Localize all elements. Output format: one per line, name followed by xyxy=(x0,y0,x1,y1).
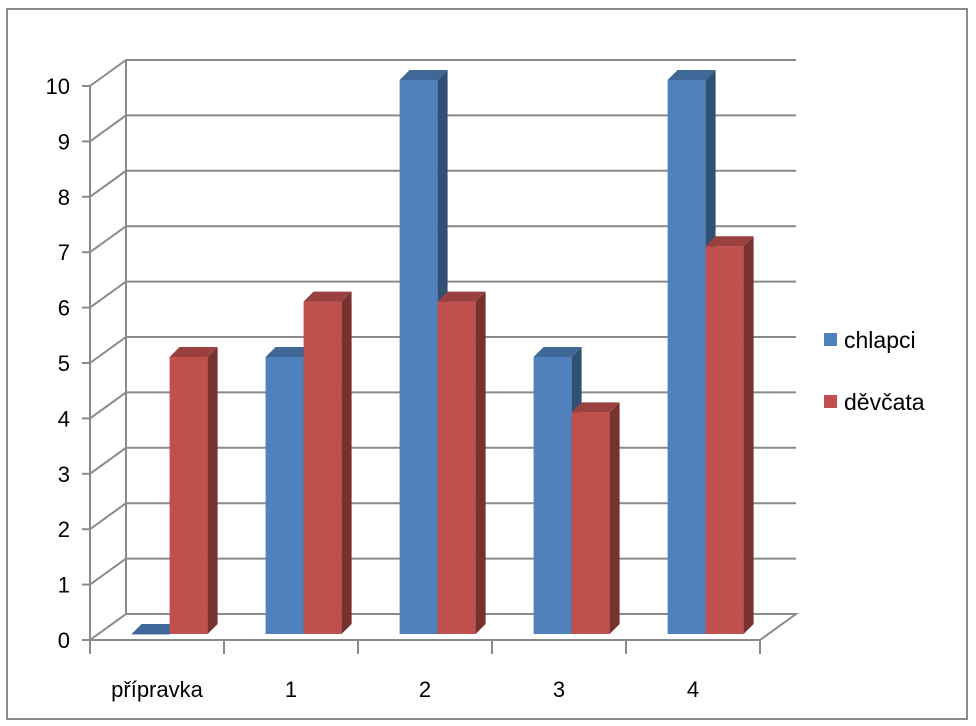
bar-top xyxy=(705,236,754,247)
gridline-8 xyxy=(89,169,796,198)
bar-chlapci-přípravka xyxy=(131,624,180,635)
y-tick-label: 4 xyxy=(58,406,70,431)
bar-front xyxy=(303,301,342,634)
bar-děvčata-3 xyxy=(571,402,620,634)
bar-děvčata-přípravka xyxy=(169,347,218,634)
bar-top xyxy=(399,70,448,80)
y-tick-label: 1 xyxy=(58,573,70,598)
y-tick-label: 5 xyxy=(58,351,70,376)
bar-side xyxy=(475,291,486,634)
bar-front xyxy=(533,357,572,634)
bar-side xyxy=(207,347,218,634)
y-tick-label: 2 xyxy=(58,517,70,542)
bar-front xyxy=(265,357,304,634)
gridline-7 xyxy=(89,225,796,254)
x-tick-label: 4 xyxy=(687,677,699,702)
legend: chlapci děvčata xyxy=(824,327,925,415)
legend-item-děvčata: děvčata xyxy=(824,389,925,415)
bar-top xyxy=(571,402,620,413)
bar-side xyxy=(609,402,620,634)
gridline-9 xyxy=(89,114,796,143)
bar-top xyxy=(533,347,582,357)
legend-label: děvčata xyxy=(844,389,925,415)
x-tick-label: přípravka xyxy=(111,677,203,702)
bar-top xyxy=(303,291,352,302)
legend-swatch xyxy=(824,395,837,408)
y-tick-label: 8 xyxy=(58,185,70,210)
bar-top xyxy=(131,624,180,634)
y-axis: 0 1 2 3 4 5 6 7 8 9 10 xyxy=(46,74,90,653)
bar-front xyxy=(667,80,706,634)
legend-item-chlapci: chlapci xyxy=(824,327,916,353)
legend-label: chlapci xyxy=(844,327,916,353)
gridline-5 xyxy=(89,336,796,364)
bar-děvčata-4 xyxy=(705,236,754,634)
x-tick-label: 3 xyxy=(553,677,565,702)
gridline-10 xyxy=(89,59,796,87)
bar-děvčata-1 xyxy=(303,291,352,634)
y-tick-label: 7 xyxy=(58,240,70,265)
y-tick-label: 0 xyxy=(58,628,70,653)
bar-top xyxy=(667,70,716,80)
bar-front xyxy=(131,634,170,635)
y-tick-label: 3 xyxy=(58,462,70,487)
gridline-6 xyxy=(89,280,796,309)
bar-front xyxy=(399,80,438,634)
legend-swatch xyxy=(824,333,837,346)
x-tick-label: 2 xyxy=(419,677,431,702)
bar-top xyxy=(169,347,218,357)
chart-frame xyxy=(6,8,968,720)
bar-front xyxy=(571,412,610,634)
bar-side xyxy=(341,291,352,634)
x-axis: přípravka 1 2 3 4 xyxy=(89,639,761,702)
y-tick-label: 9 xyxy=(58,129,70,154)
x-tick-label: 1 xyxy=(285,677,297,702)
y-tick-label: 10 xyxy=(46,74,70,99)
bar-front xyxy=(437,301,476,634)
bar-front xyxy=(169,357,208,634)
y-tick-label: 6 xyxy=(58,296,70,321)
bar-side xyxy=(743,236,754,634)
bar-top xyxy=(437,291,486,302)
bar-top xyxy=(265,347,314,357)
bars xyxy=(131,70,754,635)
bar-front xyxy=(705,246,744,634)
bar-děvčata-2 xyxy=(437,291,486,634)
